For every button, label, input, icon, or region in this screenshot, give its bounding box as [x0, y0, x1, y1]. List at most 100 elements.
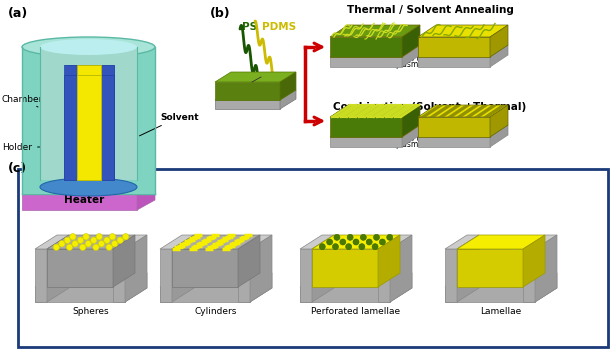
Polygon shape	[47, 249, 113, 287]
Circle shape	[85, 241, 91, 247]
Polygon shape	[418, 117, 490, 137]
Text: Cylinders: Cylinders	[195, 307, 237, 316]
Polygon shape	[390, 235, 412, 302]
Polygon shape	[238, 249, 250, 302]
Polygon shape	[35, 287, 125, 302]
Polygon shape	[172, 235, 260, 249]
Circle shape	[112, 241, 118, 247]
Polygon shape	[420, 105, 444, 117]
Circle shape	[90, 237, 97, 243]
Polygon shape	[215, 90, 296, 100]
Text: (c): (c)	[8, 162, 27, 175]
Circle shape	[347, 234, 353, 240]
Text: Thermal / Solvent Annealing: Thermal / Solvent Annealing	[346, 5, 513, 15]
Text: Lamellae: Lamellae	[480, 307, 522, 316]
Circle shape	[373, 234, 379, 240]
Polygon shape	[368, 105, 392, 117]
Polygon shape	[418, 105, 508, 117]
Polygon shape	[63, 75, 114, 180]
Circle shape	[353, 239, 359, 245]
Polygon shape	[300, 287, 390, 302]
Circle shape	[117, 237, 123, 243]
Polygon shape	[378, 249, 390, 302]
Polygon shape	[483, 105, 507, 117]
Polygon shape	[47, 235, 69, 302]
Polygon shape	[312, 235, 334, 302]
Polygon shape	[490, 125, 508, 147]
Polygon shape	[402, 125, 420, 147]
Circle shape	[387, 234, 393, 240]
Circle shape	[59, 241, 65, 247]
Polygon shape	[535, 235, 557, 302]
Polygon shape	[474, 105, 498, 117]
Text: (b): (b)	[210, 7, 231, 20]
Polygon shape	[402, 105, 420, 137]
Circle shape	[98, 241, 104, 247]
Polygon shape	[113, 235, 147, 249]
Polygon shape	[172, 235, 194, 302]
Ellipse shape	[40, 178, 137, 196]
Polygon shape	[77, 65, 101, 180]
Polygon shape	[63, 65, 114, 180]
Polygon shape	[280, 90, 296, 109]
Circle shape	[53, 244, 60, 251]
Polygon shape	[445, 249, 457, 302]
Circle shape	[66, 244, 72, 251]
Polygon shape	[445, 287, 535, 302]
Polygon shape	[402, 25, 420, 57]
Polygon shape	[137, 184, 155, 210]
Bar	[40, 47, 137, 180]
Polygon shape	[378, 235, 412, 249]
Polygon shape	[160, 235, 194, 249]
Text: Chamber: Chamber	[2, 95, 44, 107]
Polygon shape	[438, 105, 462, 117]
Polygon shape	[250, 273, 272, 302]
Polygon shape	[238, 235, 260, 287]
Circle shape	[80, 244, 86, 251]
Text: Perforated lamellae: Perforated lamellae	[311, 307, 400, 316]
Circle shape	[360, 234, 367, 240]
Polygon shape	[378, 235, 400, 287]
Circle shape	[340, 239, 346, 245]
Polygon shape	[312, 249, 378, 287]
Polygon shape	[22, 184, 155, 194]
Polygon shape	[418, 125, 508, 137]
Polygon shape	[215, 82, 280, 100]
Text: Heater: Heater	[64, 195, 104, 205]
Polygon shape	[332, 105, 356, 117]
Polygon shape	[215, 100, 280, 109]
Polygon shape	[535, 273, 557, 302]
Text: PDMS: PDMS	[262, 22, 296, 32]
Circle shape	[366, 239, 372, 245]
Polygon shape	[330, 45, 420, 57]
Polygon shape	[300, 249, 312, 302]
Polygon shape	[238, 235, 272, 249]
Polygon shape	[418, 57, 490, 67]
Polygon shape	[330, 57, 402, 67]
Polygon shape	[456, 105, 480, 117]
Text: CF₄ → O₂: CF₄ → O₂	[392, 135, 426, 144]
Circle shape	[122, 233, 129, 240]
Circle shape	[69, 233, 76, 240]
Polygon shape	[447, 105, 471, 117]
Bar	[22, 180, 155, 194]
Polygon shape	[457, 235, 545, 249]
Polygon shape	[445, 235, 479, 249]
Text: CF₄ → O₂: CF₄ → O₂	[392, 55, 426, 64]
Polygon shape	[125, 273, 147, 302]
Polygon shape	[490, 25, 508, 57]
Circle shape	[327, 239, 333, 245]
Text: Combination (Solvent +Thermal): Combination (Solvent +Thermal)	[333, 102, 527, 112]
Polygon shape	[172, 249, 238, 287]
Polygon shape	[125, 235, 147, 302]
Circle shape	[109, 233, 115, 240]
Circle shape	[372, 244, 378, 250]
Polygon shape	[418, 45, 508, 57]
Polygon shape	[35, 273, 147, 287]
Circle shape	[332, 244, 338, 250]
Polygon shape	[523, 235, 557, 249]
Polygon shape	[457, 235, 479, 302]
Polygon shape	[113, 249, 125, 302]
Polygon shape	[330, 25, 420, 37]
Text: PS: PS	[242, 22, 257, 32]
